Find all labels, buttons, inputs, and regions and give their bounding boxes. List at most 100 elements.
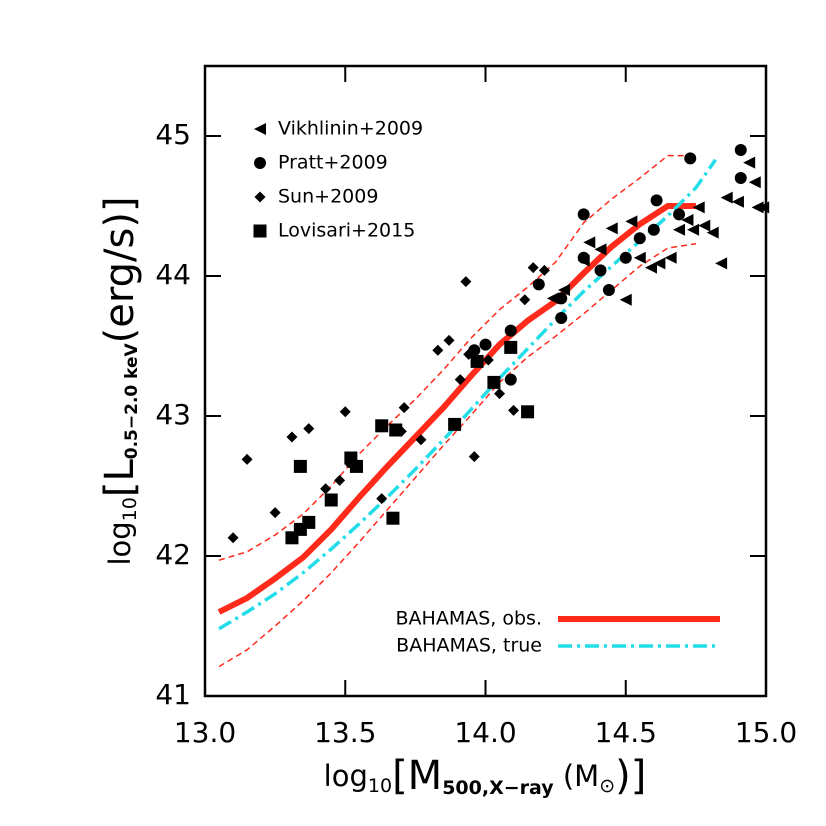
legend-label: Pratt+2009 (278, 152, 388, 174)
point (334, 474, 346, 486)
point (389, 423, 403, 437)
point (532, 278, 545, 291)
point (619, 293, 632, 306)
point (320, 483, 332, 495)
point (398, 402, 410, 414)
x-tick-label: 13.5 (314, 716, 376, 749)
point (650, 194, 663, 207)
x-tick-label: 13.0 (174, 716, 236, 749)
point (468, 451, 480, 463)
point (227, 532, 239, 544)
legend-label: Vikhlinin+2009 (278, 118, 423, 140)
point (743, 156, 756, 169)
point (684, 152, 697, 165)
point (644, 261, 657, 274)
point (692, 201, 705, 214)
point (605, 222, 618, 235)
point (519, 294, 531, 306)
point (731, 195, 744, 208)
x-tick-label: 15.0 (735, 716, 797, 749)
point (706, 226, 719, 239)
y-label-part: 10 (119, 497, 141, 521)
point (432, 344, 444, 356)
point (633, 232, 646, 245)
point (302, 515, 316, 529)
legend-label: Lovisari+2015 (278, 220, 415, 242)
point (443, 334, 455, 346)
point (538, 264, 550, 276)
point (527, 262, 539, 274)
point (386, 511, 400, 525)
point (470, 354, 484, 368)
y-label-part: log (103, 521, 137, 565)
band-line (218, 243, 696, 668)
y-tick-label: 45 (155, 118, 191, 151)
legend-marker (253, 224, 267, 238)
line (217, 203, 696, 615)
y-axis-label: log10[L0.5−2.0 keV(erg/s)] (97, 196, 143, 565)
legend-marker (254, 191, 266, 203)
point (577, 251, 590, 264)
x-tick-label: 14.0 (454, 716, 516, 749)
y-label-part: (erg/s)] (97, 196, 143, 343)
point (293, 459, 307, 473)
point (720, 191, 733, 204)
y-tick-label: 41 (155, 678, 191, 711)
x-label-part: log (324, 759, 368, 793)
point (594, 264, 607, 277)
point (521, 405, 535, 419)
legend-marker (254, 157, 266, 169)
x-label-part: (M (554, 759, 600, 793)
point (546, 292, 559, 305)
y-tick-label: 43 (155, 398, 191, 431)
legend-label: BAHAMAS, true (396, 635, 542, 657)
x-label-part: [M (392, 753, 442, 799)
point (324, 493, 338, 507)
point (504, 340, 518, 354)
point (241, 453, 253, 465)
x-label-part: 500,X−ray (442, 777, 554, 799)
point (664, 251, 677, 264)
point (625, 215, 638, 228)
y-label-part: [L (97, 459, 143, 498)
point (555, 312, 568, 324)
point (376, 493, 388, 505)
point (286, 431, 298, 443)
point (619, 251, 632, 264)
x-label-part: 10 (368, 775, 392, 797)
point (269, 507, 281, 519)
point (594, 243, 607, 256)
point (681, 214, 694, 226)
point (482, 354, 494, 366)
point (339, 406, 351, 418)
point (415, 434, 427, 446)
point (460, 276, 472, 288)
point (734, 144, 747, 156)
point (375, 419, 389, 433)
point (508, 404, 520, 416)
point (602, 284, 615, 296)
x-label-part: )] (615, 753, 646, 799)
point (734, 172, 747, 184)
point (757, 201, 770, 214)
point (577, 208, 590, 221)
point (555, 292, 568, 305)
point (748, 176, 761, 189)
point (487, 375, 501, 389)
point (698, 219, 711, 232)
y-tick-label: 44 (155, 258, 191, 291)
legend-marker (254, 123, 266, 135)
point (303, 423, 315, 435)
legend-label: Sun+2009 (278, 186, 378, 208)
point (479, 338, 492, 351)
legend-label: BAHAMAS, obs. (396, 608, 542, 630)
band-line (218, 154, 696, 561)
point (673, 223, 686, 236)
point (504, 324, 517, 337)
point (647, 223, 660, 236)
point (494, 388, 506, 400)
y-label-part: 0.5−2.0 keV (122, 342, 142, 459)
y-tick-label: 42 (155, 538, 191, 571)
x-label-part: ⊙ (599, 775, 615, 797)
point (349, 459, 363, 473)
